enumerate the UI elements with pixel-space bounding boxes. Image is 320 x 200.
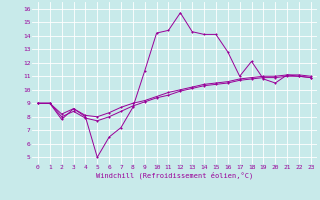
X-axis label: Windchill (Refroidissement éolien,°C): Windchill (Refroidissement éolien,°C) xyxy=(96,172,253,179)
